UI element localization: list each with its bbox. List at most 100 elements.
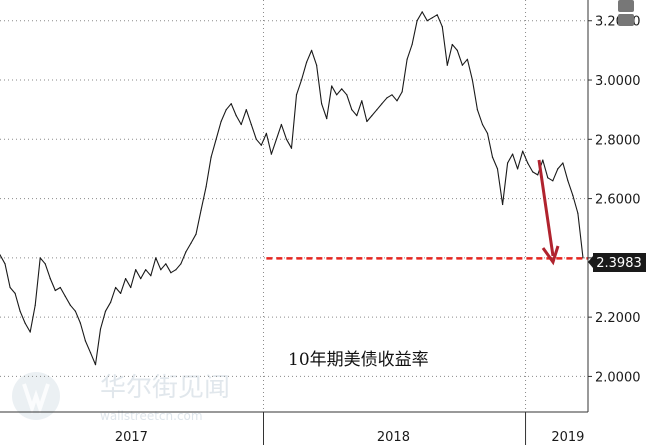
data-point: [507, 162, 509, 164]
data-point: [582, 257, 584, 259]
data-point: [401, 91, 403, 93]
y-tick-label: 2.8000: [595, 133, 641, 148]
data-point: [84, 340, 86, 342]
data-point: [517, 168, 519, 170]
data-point: [54, 289, 56, 292]
data-point: [230, 103, 232, 105]
y-tick-labels: 2.00002.20002.40002.60002.80003.00003.20…: [588, 15, 641, 385]
data-point: [9, 286, 11, 289]
data-point: [19, 310, 21, 312]
data-point: [275, 138, 277, 140]
data-point: [4, 263, 6, 265]
data-point: [547, 177, 549, 179]
data-point: [311, 49, 313, 52]
data-point: [446, 64, 448, 66]
data-point: [502, 203, 504, 206]
decline-arrow-shaft: [537, 159, 555, 257]
data-point: [346, 94, 348, 96]
data-point: [491, 156, 494, 158]
data-point: [471, 79, 473, 81]
data-point: [527, 162, 529, 164]
data-point: [170, 272, 172, 274]
data-point: [466, 58, 468, 60]
data-point: [306, 61, 308, 63]
data-point: [210, 156, 212, 158]
data-point: [511, 153, 514, 155]
data-point: [115, 286, 117, 289]
x-tick-label: 2019: [551, 430, 584, 445]
data-point: [386, 97, 388, 99]
series-annotation: 10年期美债收益率: [288, 350, 429, 370]
data-point: [481, 123, 484, 126]
data-point: [140, 278, 142, 280]
data-point: [391, 94, 393, 96]
data-point: [49, 278, 51, 280]
data-point: [165, 263, 167, 265]
data-point: [441, 26, 443, 28]
data-point: [396, 100, 398, 102]
data-point: [572, 195, 574, 197]
data-point: [14, 292, 16, 294]
data-point: [326, 118, 328, 120]
data-point: [120, 292, 122, 294]
watermark-text: 华尔街见闻: [100, 373, 230, 403]
data-point: [135, 269, 137, 271]
data-point: [341, 88, 343, 90]
data-point: [406, 58, 408, 60]
data-point: [486, 132, 489, 134]
data-point: [376, 109, 378, 111]
y-tick-label: 2.0000: [595, 370, 641, 385]
data-point: [366, 120, 368, 123]
data-point: [34, 304, 36, 306]
data-point: [59, 286, 61, 289]
data-point: [190, 242, 192, 244]
data-point: [280, 123, 282, 126]
corner-widget-icon[interactable]: [618, 0, 634, 26]
data-point: [436, 14, 438, 16]
data-point: [496, 168, 499, 170]
data-point: [29, 331, 31, 333]
data-point: [285, 138, 288, 140]
data-point: [456, 49, 458, 52]
x-tick-label: 2018: [377, 430, 410, 445]
data-point: [125, 278, 127, 280]
data-point: [552, 180, 554, 182]
data-point: [421, 11, 423, 13]
data-point: [331, 85, 333, 87]
y-tick-label: 2.6000: [595, 193, 641, 208]
data-point: [110, 301, 112, 303]
data-point: [39, 257, 41, 259]
data-point: [351, 109, 353, 111]
data-point: [130, 286, 132, 289]
data-point: [476, 109, 478, 111]
arrow-group: [537, 159, 560, 266]
x-tick-labels: 2017 2018 2019: [115, 430, 585, 445]
data-point: [562, 162, 564, 164]
y-tick-label: 3.0000: [595, 74, 641, 89]
data-point: [180, 263, 182, 265]
data-point: [44, 263, 46, 265]
data-point: [69, 304, 71, 306]
data-point: [94, 364, 97, 366]
data-point: [235, 115, 237, 117]
data-point: [200, 209, 202, 211]
data-point: [104, 310, 107, 312]
data-point: [64, 295, 66, 297]
watermark-w-icon: [22, 383, 50, 415]
badge-pointer: [588, 256, 593, 268]
data-point: [542, 159, 544, 161]
data-point: [185, 251, 187, 253]
data-point: [240, 123, 242, 126]
data-point: [150, 275, 152, 277]
x-tick-label: 2017: [115, 430, 148, 445]
data-point: [321, 103, 323, 105]
data-point: [381, 103, 383, 105]
data-point: [0, 254, 1, 256]
data-point: [89, 352, 92, 354]
data-point: [295, 94, 298, 96]
data-point: [245, 109, 247, 111]
data-point: [99, 328, 102, 330]
data-point: [24, 322, 26, 324]
data-point: [300, 79, 303, 81]
